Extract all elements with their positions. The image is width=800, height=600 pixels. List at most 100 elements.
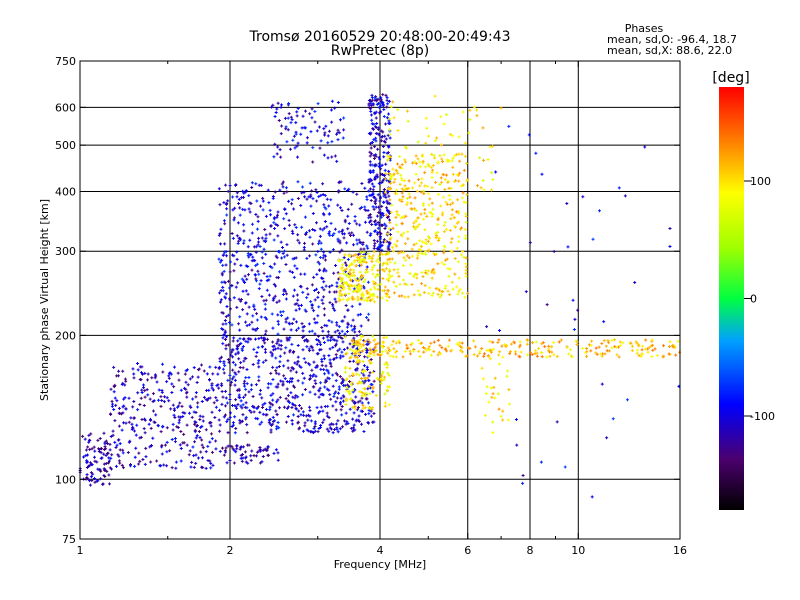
- data-point: [235, 347, 239, 351]
- data-point: [358, 241, 362, 245]
- data-point: [407, 186, 411, 190]
- data-point: [602, 320, 606, 324]
- data-point: [452, 154, 456, 158]
- data-point: [405, 343, 409, 347]
- data-point: [332, 271, 336, 275]
- data-point: [297, 304, 301, 308]
- data-point: [414, 219, 418, 223]
- data-point: [417, 222, 421, 226]
- data-point: [351, 405, 355, 409]
- data-point: [388, 349, 392, 353]
- data-point: [322, 368, 326, 372]
- data-point: [427, 203, 431, 207]
- data-point: [347, 231, 351, 235]
- data-point: [218, 449, 222, 453]
- data-point: [201, 446, 205, 450]
- data-point: [279, 105, 283, 109]
- data-point: [319, 392, 323, 396]
- data-point: [325, 197, 329, 201]
- data-point: [465, 193, 469, 197]
- data-point: [338, 294, 342, 298]
- data-point: [133, 455, 137, 459]
- data-point: [231, 421, 235, 425]
- data-point: [371, 370, 375, 374]
- data-point: [322, 307, 326, 311]
- data-point: [241, 345, 245, 349]
- data-point: [356, 313, 360, 317]
- data-point: [257, 240, 261, 244]
- data-point: [122, 421, 126, 425]
- data-point: [334, 400, 338, 404]
- data-point: [439, 176, 443, 180]
- data-point: [106, 451, 110, 455]
- data-point: [384, 162, 388, 166]
- data-point: [333, 297, 337, 301]
- data-point: [430, 175, 434, 179]
- data-point: [360, 349, 364, 353]
- data-point: [396, 267, 400, 271]
- data-point: [311, 160, 315, 164]
- data-point: [185, 423, 189, 427]
- data-point: [267, 278, 271, 282]
- data-point: [271, 365, 275, 369]
- data-point: [491, 340, 495, 344]
- data-point: [299, 303, 303, 307]
- data-point: [375, 214, 379, 218]
- data-point: [214, 405, 218, 409]
- data-point: [287, 199, 291, 203]
- data-point: [540, 342, 544, 346]
- data-point: [312, 275, 316, 279]
- data-point: [418, 184, 422, 188]
- data-point: [121, 369, 125, 373]
- data-point: [321, 228, 325, 232]
- data-point: [229, 380, 233, 384]
- data-point: [299, 406, 303, 410]
- data-point: [449, 217, 453, 221]
- data-point: [102, 452, 106, 456]
- data-point: [455, 210, 459, 214]
- data-point: [253, 307, 257, 311]
- data-point: [322, 127, 326, 131]
- data-point: [313, 429, 317, 433]
- data-point: [302, 245, 306, 249]
- data-point: [443, 178, 447, 182]
- data-point: [92, 476, 96, 480]
- data-point: [260, 256, 264, 260]
- data-point: [296, 141, 300, 145]
- data-point: [163, 443, 167, 447]
- data-point: [279, 155, 283, 159]
- data-point: [451, 172, 455, 176]
- data-point: [236, 339, 240, 343]
- data-point: [352, 359, 356, 363]
- data-point: [322, 295, 326, 299]
- data-point: [383, 222, 387, 226]
- data-point: [521, 481, 525, 485]
- data-point: [156, 424, 160, 428]
- data-point: [362, 392, 366, 396]
- data-point: [293, 302, 297, 306]
- data-point: [581, 346, 585, 350]
- data-point: [358, 270, 362, 274]
- data-point: [283, 227, 287, 231]
- data-point: [239, 445, 243, 449]
- data-point: [423, 184, 427, 188]
- data-point: [226, 357, 230, 361]
- data-point: [324, 207, 328, 211]
- data-point: [342, 236, 346, 240]
- data-point: [423, 283, 427, 287]
- data-point: [254, 337, 258, 341]
- data-point: [188, 404, 192, 408]
- data-point: [552, 353, 556, 357]
- data-point: [349, 426, 353, 430]
- data-point: [450, 134, 454, 138]
- data-point: [336, 130, 340, 134]
- data-point: [344, 402, 348, 406]
- data-point: [241, 189, 245, 193]
- data-point: [424, 141, 428, 145]
- data-point: [262, 271, 266, 275]
- data-point: [372, 157, 376, 161]
- data-point: [491, 420, 495, 424]
- data-point: [243, 450, 247, 454]
- data-point: [597, 209, 601, 213]
- data-point: [272, 155, 276, 159]
